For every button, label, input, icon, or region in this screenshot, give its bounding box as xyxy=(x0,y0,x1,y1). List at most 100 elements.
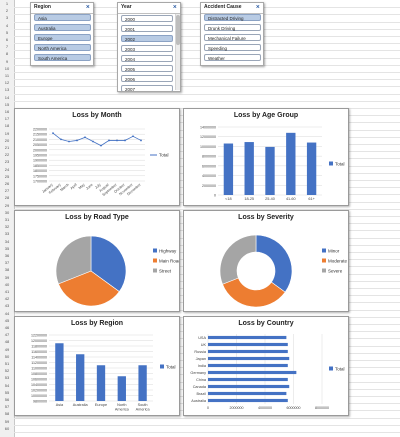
row-number[interactable]: 44 xyxy=(4,310,10,316)
row-number[interactable]: 32 xyxy=(4,224,10,230)
row-number[interactable]: 42 xyxy=(4,296,10,302)
row-number[interactable]: 27 xyxy=(4,188,10,194)
row-number[interactable]: 57 xyxy=(4,404,10,410)
row-number[interactable]: 1 xyxy=(5,1,9,6)
row-number[interactable]: 9 xyxy=(5,58,9,64)
row-number[interactable]: 49 xyxy=(4,346,10,352)
row-number[interactable]: 38 xyxy=(4,267,10,273)
cause-item-speeding[interactable]: Speeding xyxy=(204,44,261,51)
tick-label: 4000000 xyxy=(202,174,216,178)
row-number[interactable]: 56 xyxy=(4,397,10,402)
row-number[interactable]: 5 xyxy=(5,29,9,35)
row-number[interactable]: 18 xyxy=(4,123,10,129)
row-number[interactable]: 33 xyxy=(4,231,10,237)
loss-by-age-group-chart[interactable]: Loss by Age Group 0 2000000 4000000 6000000… xyxy=(183,108,349,206)
row-number[interactable]: 35 xyxy=(4,245,10,251)
loss-by-country-chart[interactable]: Loss by Country 0 2000000 4000000 6000000 80… xyxy=(183,316,349,416)
region-item-asia[interactable]: Asia xyxy=(34,14,91,21)
row-number[interactable]: 26 xyxy=(4,181,10,186)
row-number[interactable]: 22 xyxy=(4,152,10,158)
row-number[interactable]: 36 xyxy=(4,253,10,258)
row-number[interactable]: 53 xyxy=(4,375,10,381)
year-item-2004[interactable]: 2004 xyxy=(121,55,173,62)
region-item-north-america[interactable]: North America xyxy=(34,44,91,51)
filter-clear-icon[interactable]: ⨯ xyxy=(255,4,260,10)
row-number[interactable]: 40 xyxy=(4,281,10,287)
row-number[interactable]: 30 xyxy=(4,209,10,215)
row-number[interactable]: 3 xyxy=(5,15,9,21)
loss-by-road-type-chart[interactable]: Loss by Road Type Highway Main Road Street xyxy=(14,210,180,312)
row-number[interactable]: 2 xyxy=(5,8,9,14)
row-number[interactable]: 11 xyxy=(4,73,10,78)
tick-label: North xyxy=(117,403,126,407)
region-item-europe[interactable]: Europe xyxy=(34,34,91,41)
bar xyxy=(208,349,288,354)
cause-item-drunk-driving[interactable]: Drunk Driving xyxy=(204,24,261,31)
year-item-2001[interactable]: 2001 xyxy=(121,25,173,32)
row-number[interactable]: 7 xyxy=(5,44,9,50)
row-number[interactable]: 55 xyxy=(4,389,10,395)
row-number[interactable]: 16 xyxy=(4,109,10,114)
data-point xyxy=(60,138,62,141)
row-number[interactable]: 15 xyxy=(4,101,10,107)
year-slicer-scroll-thumb[interactable] xyxy=(176,15,180,45)
row-number[interactable]: 4 xyxy=(5,22,9,28)
filter-clear-icon[interactable]: ⨯ xyxy=(85,4,90,10)
row-number[interactable]: 12 xyxy=(4,80,10,86)
row-number[interactable]: 51 xyxy=(4,361,10,366)
row-number[interactable]: 13 xyxy=(4,87,10,93)
cause-item-distracted-driving[interactable]: Distracted Driving xyxy=(204,14,261,21)
row-number[interactable]: 21 xyxy=(4,145,10,150)
year-item-2002[interactable]: 2002 xyxy=(121,35,173,42)
filter-clear-icon[interactable]: ⨯ xyxy=(172,4,177,10)
row-number[interactable]: 41 xyxy=(4,289,10,294)
loss-by-severity-chart[interactable]: Loss by Severity Minor Moderate Severe xyxy=(183,210,349,312)
row-number[interactable]: 25 xyxy=(4,173,10,179)
row-number[interactable]: 14 xyxy=(4,94,10,100)
year-item-2003[interactable]: 2003 xyxy=(121,45,173,52)
row-gridline xyxy=(14,417,400,419)
year-item-2007[interactable]: 2007 xyxy=(121,85,173,91)
year-item-2000[interactable]: 2000 xyxy=(121,15,173,22)
row-number[interactable]: 47 xyxy=(4,332,10,338)
tick-label: India xyxy=(198,364,207,368)
row-number[interactable]: 29 xyxy=(4,202,10,208)
year-slicer-scrollbar[interactable] xyxy=(175,14,180,90)
year-item-2006[interactable]: 2006 xyxy=(121,75,173,82)
row-number[interactable]: 24 xyxy=(4,166,10,172)
tick-label: October xyxy=(113,182,126,194)
row-number[interactable]: 45 xyxy=(4,317,10,323)
row-number[interactable]: 31 xyxy=(4,217,10,222)
row-number[interactable]: 54 xyxy=(4,382,10,388)
row-number[interactable]: 10 xyxy=(4,65,10,71)
loss-by-month-chart[interactable]: Loss by Month 1700000 1750000 1800000 18500… xyxy=(14,108,180,206)
row-number[interactable]: 43 xyxy=(4,303,10,309)
row-number[interactable]: 28 xyxy=(4,195,10,201)
row-number[interactable]: 8 xyxy=(5,51,9,57)
row-number[interactable]: 6 xyxy=(5,37,9,42)
row-number[interactable]: 59 xyxy=(4,418,10,424)
row-number[interactable]: 23 xyxy=(4,159,10,165)
row-number[interactable]: 60 xyxy=(4,425,10,431)
tick-label: 61+ xyxy=(308,197,315,201)
row-number[interactable]: 37 xyxy=(4,260,10,266)
row-number[interactable]: 39 xyxy=(4,274,10,280)
row-number[interactable]: 52 xyxy=(4,368,10,374)
legend-marker xyxy=(153,258,157,263)
row-number[interactable]: 19 xyxy=(4,130,10,136)
row-number[interactable]: 46 xyxy=(4,325,10,330)
row-gridline xyxy=(14,93,400,95)
bar xyxy=(208,356,290,361)
row-number[interactable]: 17 xyxy=(4,116,10,122)
row-number[interactable]: 34 xyxy=(4,238,10,244)
region-item-south-america[interactable]: South America xyxy=(34,54,91,61)
cause-item-mechanical-failure[interactable]: Mechanical Failure xyxy=(204,34,261,41)
row-number[interactable]: 20 xyxy=(4,137,10,143)
year-item-2005[interactable]: 2005 xyxy=(121,65,173,72)
cause-item-weather[interactable]: Weather xyxy=(204,54,261,61)
row-number[interactable]: 58 xyxy=(4,411,10,417)
loss-by-region-chart[interactable]: Loss by Region 9800000 10000000 10200000 10… xyxy=(14,316,180,416)
region-item-australia[interactable]: Australia xyxy=(34,24,91,31)
row-number[interactable]: 48 xyxy=(4,339,10,345)
row-number[interactable]: 50 xyxy=(4,353,10,359)
